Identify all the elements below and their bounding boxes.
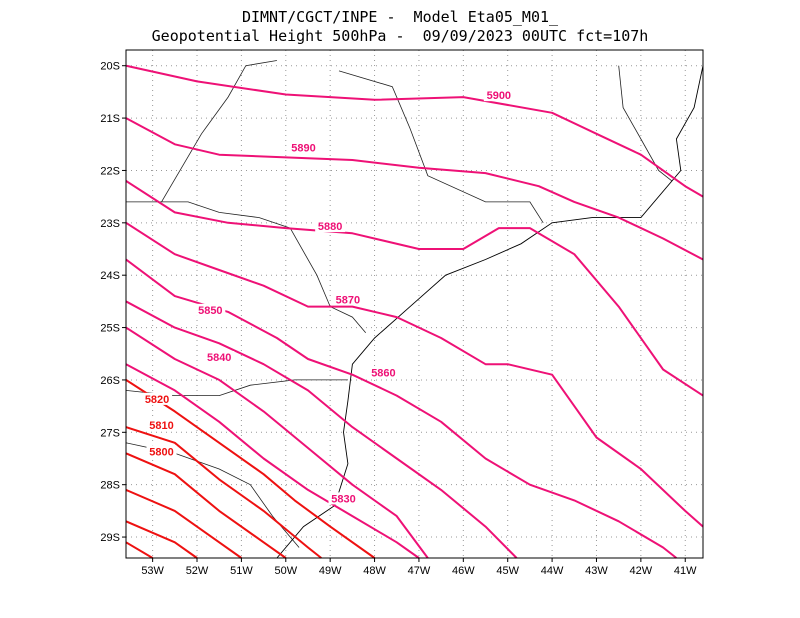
lon-tick-label: 50W [274, 565, 297, 577]
contour-label: 5870 [336, 294, 360, 306]
lat-tick-label: 22S [100, 165, 120, 177]
contour-label-background [288, 141, 319, 154]
grid-lines [126, 50, 703, 558]
state-border [618, 65, 673, 182]
lat-tick-label: 27S [100, 427, 120, 439]
contour-label: 5850 [198, 305, 222, 317]
lon-tick-label: 49W [319, 565, 342, 577]
contour-line [125, 541, 154, 559]
state-border [161, 60, 277, 203]
map-frame [125, 49, 704, 559]
contour-label-background [146, 445, 177, 458]
contour-label-background [483, 89, 514, 102]
coast-line [276, 65, 704, 559]
lon-tick-label: 42W [630, 565, 653, 577]
state-border [125, 379, 348, 396]
lat-tick-label: 21S [100, 113, 120, 125]
contour-line [125, 379, 376, 559]
lat-tick-label: 29S [100, 532, 120, 544]
contour-lines [125, 64, 704, 559]
contour-label-background [195, 303, 226, 316]
contour-line [125, 221, 704, 528]
lat-tick-label: 20S [100, 61, 120, 73]
contour-line [125, 64, 704, 198]
coastline [276, 65, 704, 559]
lon-tick-label: 53W [141, 565, 164, 577]
contour-line [125, 117, 704, 261]
lon-tick-label: 44W [541, 565, 564, 577]
lon-tick-label: 52W [186, 565, 209, 577]
lon-tick-label: 47W [408, 565, 431, 577]
contour-line [125, 452, 287, 559]
contour-line [125, 426, 322, 559]
lon-tick-label: 46W [452, 565, 475, 577]
contour-label: 5890 [291, 143, 315, 155]
contour-line [125, 180, 704, 397]
state-border [126, 201, 367, 334]
lon-tick-label: 48W [363, 565, 386, 577]
contour-label-background [332, 293, 363, 306]
contour-line [125, 326, 429, 559]
contour-label-background [315, 220, 346, 233]
lat-tick-label: 26S [100, 375, 120, 387]
lon-tick-label: 43W [585, 565, 608, 577]
longitude-axis: 53W 52W 51W 50W 49W 48W 47W 46W 45W 44W 43W 42W 41W [141, 558, 697, 577]
contour-line [125, 488, 242, 559]
map-title-line-1: DIMNT/CGCT/INPE - Model Eta05_M01_ [241, 8, 559, 26]
contour-line [125, 520, 198, 559]
contour-labels: 5900 5890 5880 5870 5860 5850 5840 5830 5820 5810… [142, 89, 514, 505]
contour-label: 5880 [318, 221, 342, 233]
lon-tick-label: 45W [496, 565, 519, 577]
state-border [338, 70, 544, 224]
contour-label: 5810 [149, 420, 173, 432]
lon-tick-label: 51W [230, 565, 253, 577]
contour-label: 5800 [149, 446, 173, 458]
contour-line [125, 363, 420, 559]
contour-label-background [368, 366, 399, 379]
lat-tick-label: 24S [100, 270, 120, 282]
lat-tick-label: 28S [100, 480, 120, 492]
latitude-axis: 20S 21S 22S 23S 24S 25S 26S 27S 28S 29S [100, 61, 126, 544]
contour-label-background [142, 392, 173, 405]
contour-line [125, 258, 678, 559]
lat-tick-label: 23S [100, 218, 120, 230]
contour-label: 5860 [371, 368, 395, 380]
contour-line [125, 300, 518, 559]
lon-tick-label: 41W [674, 565, 697, 577]
contour-label: 5900 [487, 90, 511, 102]
contour-label: 5820 [145, 394, 169, 406]
lat-tick-label: 25S [100, 323, 120, 335]
contour-label-background [146, 419, 177, 432]
contour-label-background [328, 492, 359, 505]
contour-label-background [204, 350, 235, 363]
contour-label: 5840 [207, 352, 231, 364]
contour-label: 5830 [331, 493, 355, 505]
map-title-line-2: Geopotential Height 500hPa - 09/09/2023 … [151, 27, 649, 45]
